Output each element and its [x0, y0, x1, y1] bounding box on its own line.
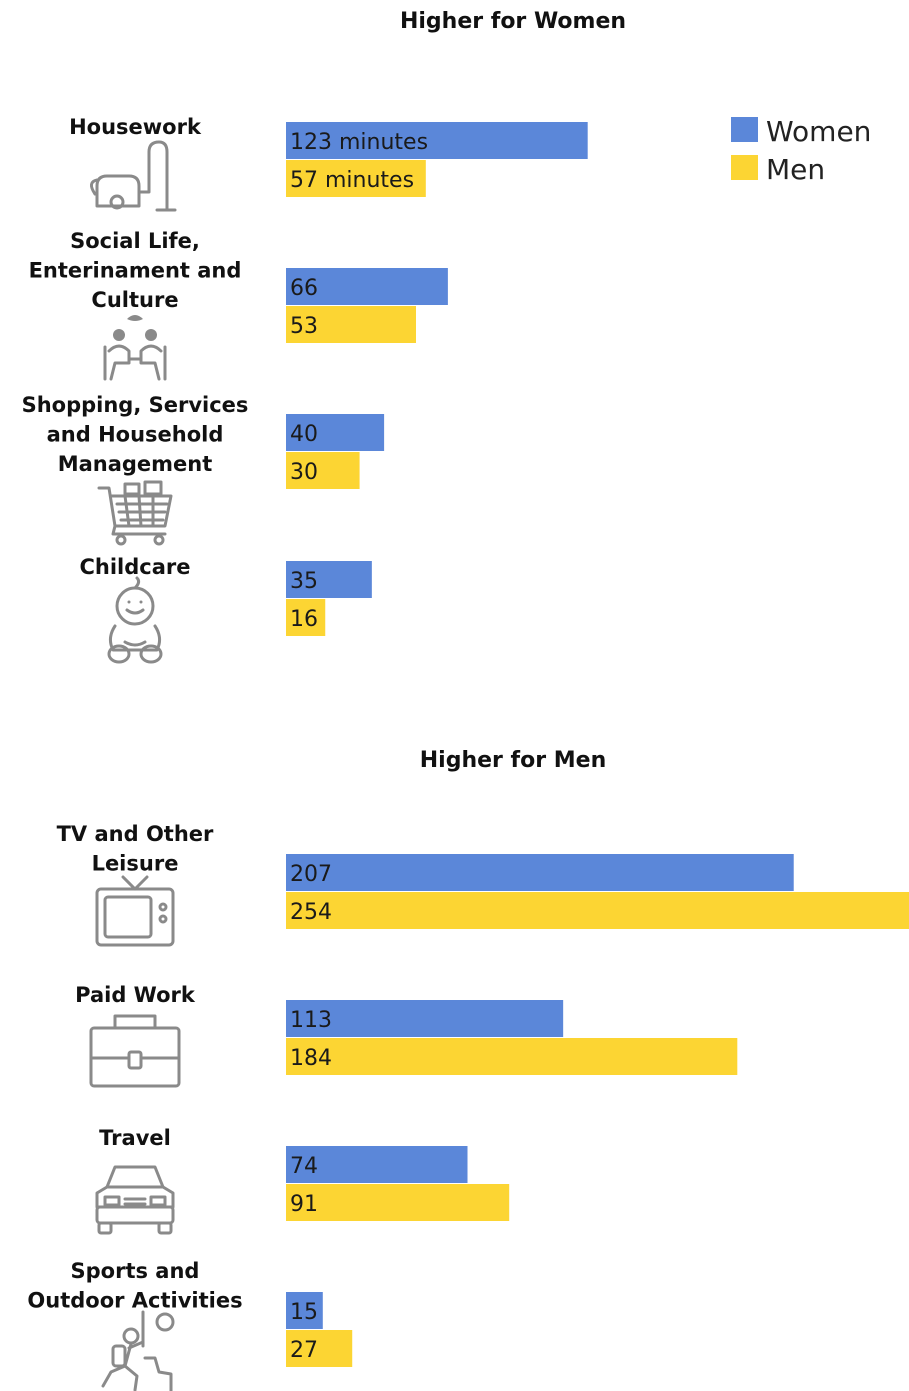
bar-value-women: 113 [290, 1008, 332, 1033]
television-icon [95, 875, 175, 947]
bar-men [286, 452, 360, 489]
bar-value-men: 27 [290, 1338, 318, 1363]
bar-women [286, 268, 448, 305]
bar-men [286, 1184, 510, 1221]
category-label: Management [58, 452, 213, 476]
bar-women [286, 1000, 564, 1037]
bar-men [286, 160, 426, 197]
category-label: TV and Other [57, 822, 214, 846]
bar-men [286, 1330, 353, 1367]
bar-men [286, 1038, 738, 1075]
bar-value-men: 254 [290, 900, 332, 925]
bar-value-men: 184 [290, 1046, 332, 1071]
category-label: and Household [47, 423, 224, 447]
bar-value-women: 15 [290, 1300, 318, 1325]
category-label: Paid Work [75, 983, 196, 1007]
bar-value-women: 207 [290, 862, 332, 887]
bar-men [286, 599, 326, 636]
legend-swatch-men [731, 155, 758, 180]
bar-women [286, 1292, 323, 1329]
category-label: Shopping, Services [22, 393, 249, 417]
category-label: Sports and [71, 1259, 200, 1283]
bar-value-men: 91 [290, 1192, 318, 1217]
category-label: Social Life, [70, 229, 200, 253]
group-title: Higher for Women [400, 9, 626, 34]
baby-icon [107, 576, 163, 664]
climber-icon [101, 1310, 175, 1391]
category-label: Enterinament and [29, 259, 242, 283]
category-label: Childcare [79, 555, 190, 579]
bar-value-men: 53 [290, 314, 318, 339]
category-label: Culture [91, 288, 178, 312]
category-label: Travel [99, 1126, 171, 1150]
bar-value-women: 123 minutes [290, 130, 428, 155]
bar-men [286, 892, 909, 929]
bar-men [286, 306, 416, 343]
bar-women [286, 122, 588, 159]
bar-value-women: 66 [290, 276, 318, 301]
bar-women [286, 854, 794, 891]
shopping-cart-icon [97, 480, 173, 546]
vacuum-cleaner-icon [90, 140, 177, 212]
bar-value-men: 30 [290, 460, 318, 485]
bar-value-women: 40 [290, 422, 318, 447]
bar-value-women: 74 [290, 1154, 318, 1179]
people-talking-icon [103, 315, 167, 381]
legend-swatch-women [731, 117, 758, 142]
bar-value-men: 57 minutes [290, 168, 414, 193]
group-title: Higher for Men [420, 748, 606, 773]
legend-label-women: Women [766, 115, 871, 148]
category-label: Outdoor Activities [27, 1289, 242, 1313]
bar-women [286, 1146, 468, 1183]
bar-women [286, 414, 385, 451]
legend: Women Men [731, 115, 871, 186]
car-icon [95, 1165, 175, 1235]
legend-label-men: Men [766, 153, 825, 186]
bar-women [286, 561, 372, 598]
bar-value-men: 16 [290, 607, 318, 632]
briefcase-icon [89, 1014, 181, 1088]
category-label: Leisure [92, 852, 179, 876]
category-label: Housework [69, 115, 202, 139]
bar-value-women: 35 [290, 569, 318, 594]
